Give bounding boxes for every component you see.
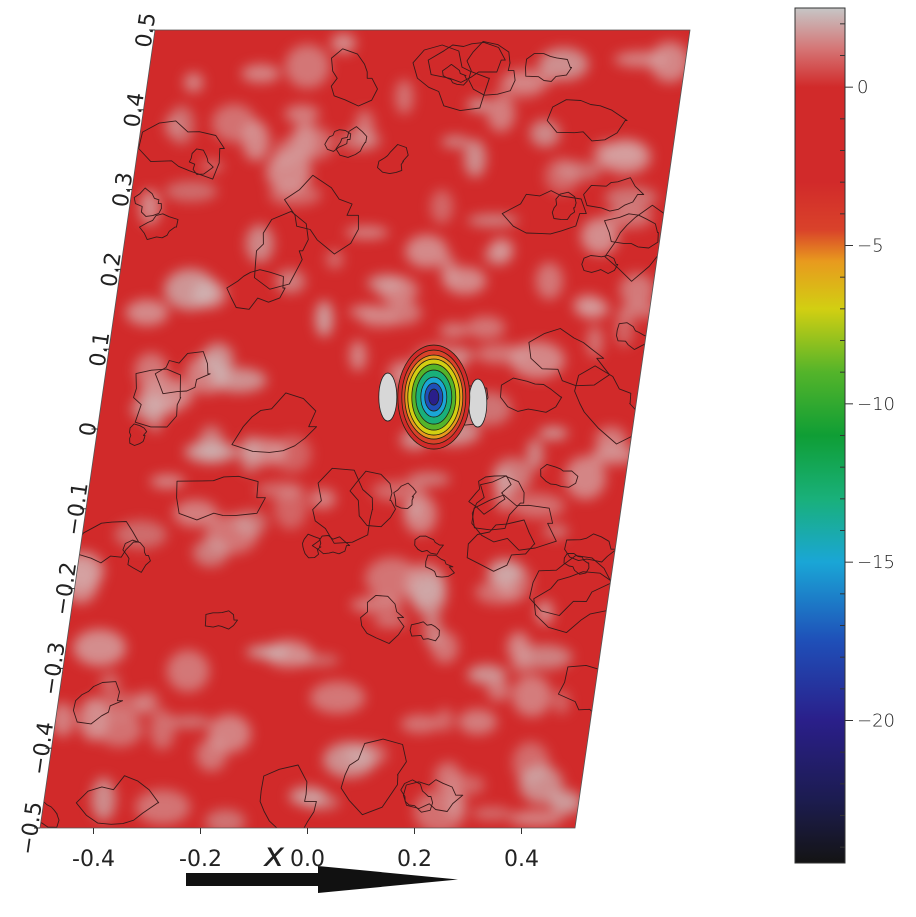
side-lobe-1	[378, 372, 398, 422]
x-tick-label: -0.4	[72, 847, 115, 872]
y-tick-label: −0.5	[15, 800, 47, 856]
colorbar-gradient	[794, 7, 846, 864]
x-axis-label-group: x	[186, 835, 458, 893]
colorbar-tick-label: −10	[857, 394, 895, 415]
y-tick-label: 0.4	[120, 91, 150, 129]
plot-frame	[39, 29, 691, 829]
x-tick-label: 0.2	[397, 847, 432, 872]
x-tick-label: 0.4	[504, 847, 539, 872]
y-tick-label: 0	[76, 421, 103, 438]
colorbar-tick-label: 0	[857, 77, 868, 98]
x-axis: -0.4 -0.2 0.0 0.2 0.4	[72, 828, 539, 872]
plot-area	[39, 29, 691, 829]
x-axis-label: x	[263, 835, 285, 875]
colorbar-tick-label: −20	[857, 711, 895, 732]
minimum-feature	[378, 344, 488, 450]
colorbar-tick-label: −15	[857, 552, 895, 573]
side-lobe-2	[468, 378, 488, 428]
y-tick-label: 0.2	[97, 251, 127, 289]
y-tick-label: 0.1	[86, 330, 116, 368]
y-tick-label: 0.5	[132, 11, 162, 49]
minimum-contour-9	[428, 388, 440, 406]
plot-background	[40, 30, 690, 828]
colorbar-tick-label: −5	[857, 236, 884, 257]
x-direction-arrow-icon	[186, 866, 458, 893]
y-tick-label: 0.3	[109, 171, 139, 209]
colorbar: 0 −5 −10 −15 −20	[794, 7, 895, 864]
x-tick-label: -0.2	[179, 847, 222, 872]
